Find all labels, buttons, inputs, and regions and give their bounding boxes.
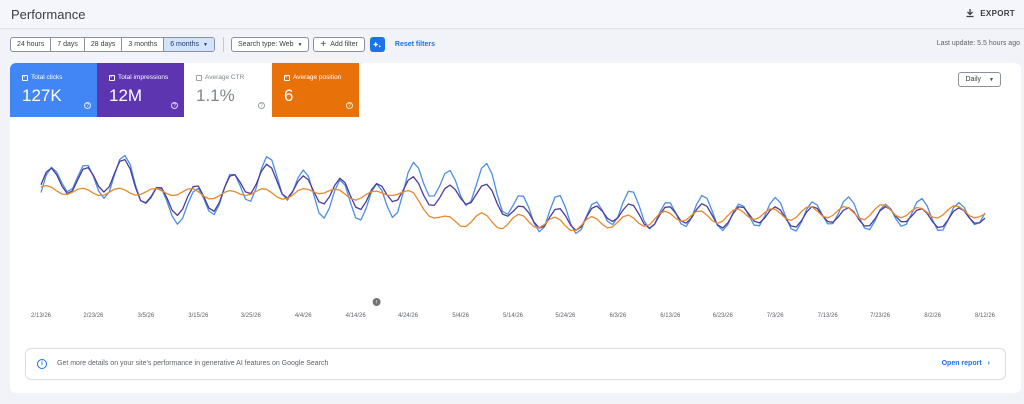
metric-impressions-value: 12M bbox=[109, 86, 143, 105]
x-tick-label: 2/23/26 bbox=[83, 313, 104, 319]
x-tick-label: 8/12/26 bbox=[975, 313, 996, 319]
annotation-marker[interactable] bbox=[372, 298, 381, 306]
metric-average-position[interactable]: ✓ Average position 6 ? bbox=[272, 63, 359, 117]
page-title: Performance bbox=[11, 7, 86, 22]
granularity-label: Daily bbox=[965, 76, 982, 83]
series-line-average-position bbox=[40, 184, 986, 232]
metric-total-impressions[interactable]: ✓ Total impressions 12M ? bbox=[97, 63, 184, 117]
metric-total-clicks[interactable]: ✓ Total clicks 127K ? bbox=[10, 63, 97, 117]
help-icon[interactable]: ? bbox=[346, 102, 353, 109]
date-range-28d[interactable]: 28 days bbox=[85, 38, 123, 51]
series-line-total-clicks bbox=[40, 154, 986, 235]
compare-button[interactable] bbox=[369, 37, 385, 52]
checkbox-checked-icon: ✓ bbox=[284, 74, 290, 81]
x-tick-label: 3/5/26 bbox=[138, 313, 155, 319]
checkbox-empty-icon bbox=[196, 74, 202, 81]
export-button[interactable]: EXPORT bbox=[965, 8, 1015, 18]
metric-label-wrap: ✓ Average position bbox=[284, 74, 341, 81]
add-filter-label: Add filter bbox=[330, 41, 358, 48]
search-type-label: Search type: Web bbox=[237, 41, 294, 48]
date-range-6m[interactable]: 6 months ▼ bbox=[164, 38, 214, 51]
x-tick-label: 4/14/26 bbox=[346, 313, 367, 319]
metric-label-wrap: Average CTR bbox=[196, 74, 244, 81]
date-range-6m-label: 6 months bbox=[170, 41, 199, 48]
x-tick-label: 8/2/26 bbox=[924, 313, 941, 319]
metric-impressions-label: Total impressions bbox=[118, 74, 169, 81]
metric-ctr-label: Average CTR bbox=[205, 74, 245, 81]
reset-filters-link[interactable]: Reset filters bbox=[394, 41, 435, 48]
x-tick-label: 5/24/26 bbox=[555, 313, 576, 319]
performance-card: ✓ Total clicks 127K ? ✓ Total impressions … bbox=[10, 63, 1021, 393]
granularity-dropdown[interactable]: Daily ▼ bbox=[958, 72, 1001, 87]
x-tick-label: 7/13/26 bbox=[818, 313, 839, 319]
metric-clicks-label: Total clicks bbox=[31, 74, 63, 81]
x-tick-label: 3/15/26 bbox=[188, 313, 209, 319]
metric-clicks-value: 127K bbox=[22, 86, 62, 105]
date-range-3m[interactable]: 3 months bbox=[122, 38, 165, 51]
divider bbox=[222, 37, 224, 52]
ai-features-banner: i Get more details on your site's perfor… bbox=[25, 348, 1006, 380]
info-icon: i bbox=[37, 359, 47, 369]
date-range-selector: 24 hours 7 days 28 days 3 months 6 month… bbox=[10, 37, 215, 52]
x-tick-label: 3/25/26 bbox=[241, 313, 262, 319]
search-type-dropdown[interactable]: Search type: Web ▼ bbox=[230, 37, 310, 52]
download-icon bbox=[966, 9, 974, 18]
metric-label-wrap: ✓ Total clicks bbox=[22, 74, 62, 81]
help-icon[interactable]: ? bbox=[258, 102, 265, 109]
date-range-24h[interactable]: 24 hours bbox=[11, 38, 52, 51]
metric-position-value: 6 bbox=[284, 86, 294, 105]
help-icon[interactable]: ? bbox=[171, 102, 178, 109]
metric-position-label: Average position bbox=[293, 74, 342, 81]
series-line-total-impressions bbox=[40, 158, 986, 231]
banner-message: Get more details on your site's performa… bbox=[57, 360, 329, 367]
plus-icon: + bbox=[320, 38, 327, 50]
chevron-right-icon: › bbox=[987, 360, 990, 367]
add-filter-button[interactable]: + Add filter bbox=[313, 37, 365, 52]
x-tick-label: 4/4/26 bbox=[295, 313, 312, 319]
last-update-text: Last update: 5.5 hours ago bbox=[936, 40, 1020, 47]
filter-bar: 24 hours 7 days 28 days 3 months 6 month… bbox=[10, 37, 435, 52]
x-tick-label: 5/4/26 bbox=[452, 313, 469, 319]
performance-chart[interactable]: 2/13/26 2/23/26 3/5/26 3/15/26 3/25/26 4/4/26… bbox=[10, 63, 1021, 333]
x-tick-label: 4/24/26 bbox=[398, 313, 419, 319]
open-report-link[interactable]: Open report › bbox=[942, 360, 990, 367]
export-label: EXPORT bbox=[980, 8, 1015, 18]
date-range-7d[interactable]: 7 days bbox=[51, 38, 85, 51]
x-tick-label: 5/14/26 bbox=[503, 313, 524, 319]
caret-down-icon: ▼ bbox=[297, 41, 303, 48]
x-tick-label: 2/13/26 bbox=[31, 313, 52, 319]
x-tick-label: 7/23/26 bbox=[870, 313, 891, 319]
x-tick-label: 6/23/26 bbox=[713, 313, 734, 319]
metric-label-wrap: ✓ Total impressions bbox=[109, 74, 168, 81]
open-report-label: Open report bbox=[941, 360, 982, 367]
x-tick-label: 7/3/26 bbox=[767, 313, 784, 319]
x-tick-label: 6/13/26 bbox=[660, 313, 681, 319]
x-tick-label: 6/3/26 bbox=[610, 313, 627, 319]
checkbox-checked-icon: ✓ bbox=[109, 74, 115, 81]
help-icon[interactable]: ? bbox=[84, 102, 91, 109]
sparkle-filter-icon bbox=[372, 41, 381, 48]
metric-ctr-value: 1.1% bbox=[196, 86, 235, 105]
checkbox-checked-icon: ✓ bbox=[22, 74, 28, 81]
caret-down-icon: ▼ bbox=[989, 76, 994, 83]
metric-average-ctr[interactable]: Average CTR 1.1% ? bbox=[184, 63, 271, 117]
annotation-marker-glyph: ! bbox=[376, 300, 377, 306]
page-header: Performance EXPORT bbox=[0, 0, 1024, 29]
caret-down-icon: ▼ bbox=[203, 41, 208, 48]
